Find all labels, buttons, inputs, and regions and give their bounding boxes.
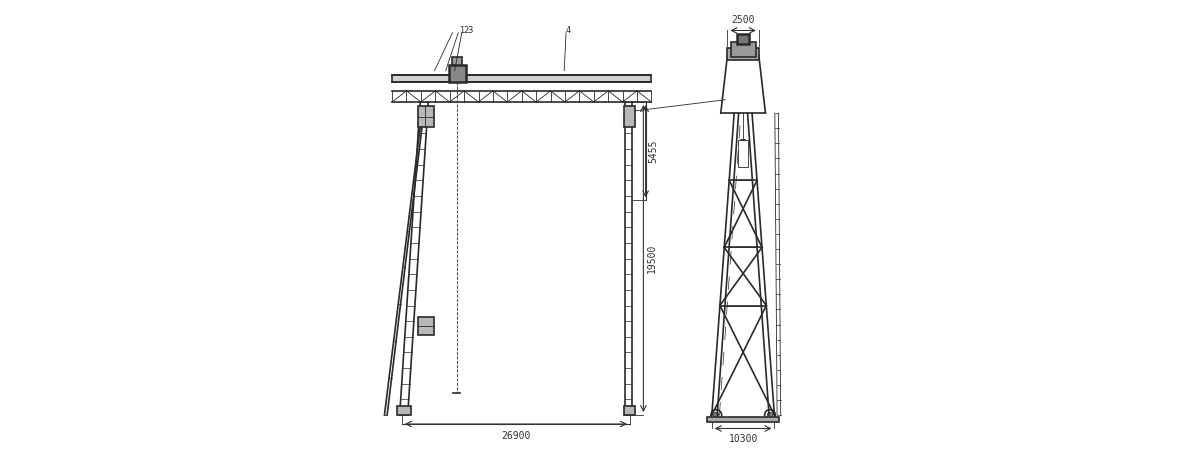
Bar — [452, 57, 462, 65]
Bar — [738, 140, 749, 167]
Bar — [418, 317, 433, 334]
Circle shape — [714, 412, 719, 418]
Bar — [624, 107, 635, 126]
Circle shape — [767, 412, 773, 418]
Bar — [397, 406, 410, 415]
Bar — [449, 65, 466, 82]
Text: 4: 4 — [566, 26, 571, 35]
Bar — [731, 42, 756, 57]
Text: 2500: 2500 — [731, 15, 755, 25]
Text: 1: 1 — [458, 26, 464, 35]
Bar — [392, 75, 652, 82]
Bar — [737, 34, 749, 44]
Text: 5455: 5455 — [648, 140, 659, 163]
Bar — [707, 417, 779, 422]
Bar — [727, 48, 758, 59]
Text: 3: 3 — [468, 26, 473, 35]
Bar — [624, 406, 635, 415]
Text: 2: 2 — [463, 26, 468, 35]
Text: 10300: 10300 — [728, 434, 757, 444]
Text: 26900: 26900 — [502, 431, 530, 441]
Bar — [418, 107, 433, 126]
Text: 19500: 19500 — [647, 244, 656, 273]
